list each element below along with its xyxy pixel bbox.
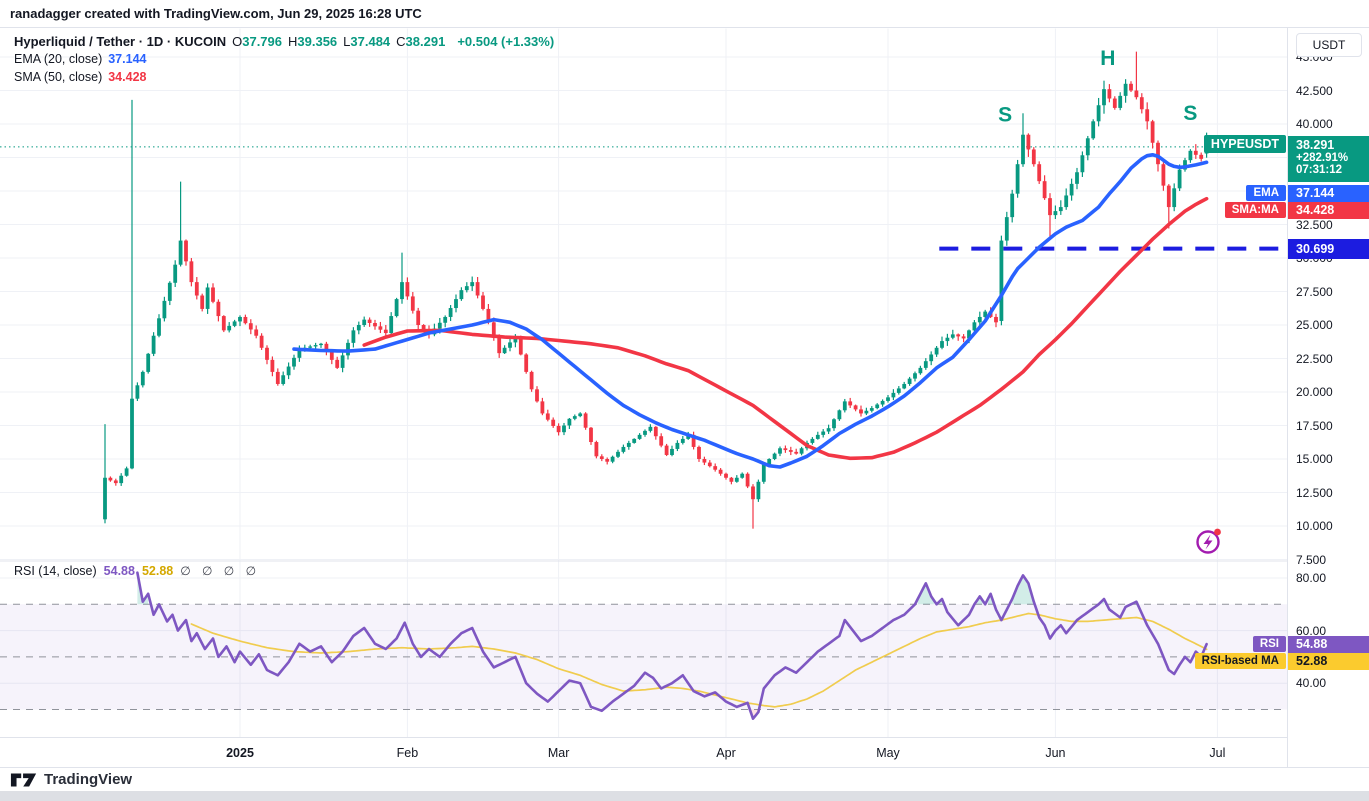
level-value-badge: 30.699 — [1288, 238, 1369, 259]
main-chart-pane[interactable] — [0, 28, 1287, 561]
main-chart-legend: Hyperliquid / Tether · 1D · KUCOIN O37.7… — [14, 33, 554, 87]
price-tick-label: 25.000 — [1296, 318, 1333, 332]
rsi-ma-value-badge: 52.88 — [1288, 652, 1369, 670]
price-tick-label: 42.500 — [1296, 83, 1333, 98]
ema-value-badge: 37.144 — [1288, 184, 1369, 202]
price-tick-label: 32.500 — [1296, 217, 1333, 232]
footer-bar: TradingView — [0, 767, 1369, 791]
symbol-legend-row[interactable]: Hyperliquid / Tether · 1D · KUCOIN O37.7… — [14, 33, 554, 50]
rsi-ma-legend-value: 52.88 — [141, 564, 174, 578]
price-tick-label: 15.000 — [1296, 452, 1333, 466]
price-tick-label: 17.500 — [1296, 418, 1333, 433]
head-shoulders-label-shoulder: S — [998, 104, 1012, 127]
rsi-legend-label: RSI (14, close) — [14, 564, 97, 578]
time-tick-feb: Feb — [396, 746, 419, 760]
time-tick-apr: Apr — [716, 746, 736, 760]
symbol-pane-badge: HYPEUSDT — [1203, 135, 1286, 154]
bottom-strip — [0, 791, 1369, 801]
time-axis[interactable]: 2025 Feb Mar Apr May Jun Jul — [0, 737, 1287, 768]
sma-pane-badge: SMA:MA — [1224, 201, 1286, 218]
tradingview-brand-link[interactable]: TradingView — [44, 771, 133, 788]
rsi-ma-pane-badge: RSI-based MA — [1194, 652, 1286, 669]
rsi-legend-value: 54.88 — [103, 564, 135, 578]
rsi-pane[interactable] — [0, 561, 1287, 737]
rsi-empty-values: ∅ ∅ ∅ ∅ — [180, 564, 261, 578]
sma-legend-label: SMA (50, close) — [14, 70, 103, 84]
tradingview-logo-icon — [10, 772, 37, 787]
head-shoulders-label-shoulder: S — [1183, 102, 1197, 125]
currency-button[interactable]: USDT — [1296, 33, 1362, 57]
ohlc-item: O37.796 — [232, 34, 282, 49]
time-tick-jun: Jun — [1045, 746, 1066, 760]
attribution-text: ranadagger created with TradingView.com,… — [10, 6, 422, 21]
time-tick-jul: Jul — [1209, 746, 1226, 760]
rsi-tick-label: 80.00 — [1296, 571, 1327, 585]
symbol-title: Hyperliquid / Tether · 1D · KUCOIN — [14, 34, 227, 49]
ohlc-item: H39.356 — [288, 34, 338, 49]
rsi-tick-label: 60.00 — [1296, 623, 1327, 638]
sma-legend-row[interactable]: SMA (50, close) 34.428 — [14, 69, 554, 86]
time-tick-may: May — [876, 746, 900, 760]
price-tick-label: 12.500 — [1296, 485, 1333, 500]
time-tick-mar: Mar — [547, 746, 570, 760]
price-tick-label: 27.500 — [1296, 284, 1333, 299]
flash-icon — [1196, 528, 1221, 554]
time-tick-2025: 2025 — [226, 746, 254, 760]
ema-pane-badge: EMA — [1246, 184, 1286, 201]
ema-legend-label: EMA (20, close) — [14, 52, 103, 66]
rsi-legend-row[interactable]: RSI (14, close) 54.88 52.88 ∅ ∅ ∅ ∅ — [14, 564, 260, 578]
last-price-badge: 38.291 +282.91% 07:31:12 — [1288, 135, 1369, 182]
price-tick-label: 10.000 — [1296, 519, 1333, 533]
attribution-bar: ranadagger created with TradingView.com,… — [0, 0, 1369, 28]
price-tick-label: 20.000 — [1296, 385, 1333, 399]
price-axis[interactable]: USDT 45.00042.50040.00037.50035.00032.50… — [1287, 28, 1369, 767]
ema-legend-row[interactable]: EMA (20, close) 37.144 — [14, 51, 554, 68]
price-tick-label: 7.500 — [1296, 552, 1327, 567]
price-tick-label: 22.500 — [1296, 351, 1333, 366]
head-shoulders-label-head: H — [1100, 47, 1115, 70]
rsi-value-badge: 54.88 — [1288, 635, 1369, 653]
ohlc-item: C38.291 — [396, 34, 446, 49]
sma-legend-value: 34.428 — [108, 70, 147, 84]
ema-legend-value: 37.144 — [108, 52, 147, 66]
rsi-tick-label: 40.00 — [1296, 676, 1327, 691]
ohlc-item: L37.484 — [343, 34, 391, 49]
change-value: +0.504 (+1.33%) — [457, 34, 555, 49]
sma-value-badge: 34.428 — [1288, 201, 1369, 219]
ohlc-values: O37.796 H39.356 L37.484 C38.291 — [232, 33, 451, 50]
price-tick-label: 40.000 — [1296, 117, 1333, 131]
rsi-pane-badge: RSI — [1252, 635, 1286, 652]
